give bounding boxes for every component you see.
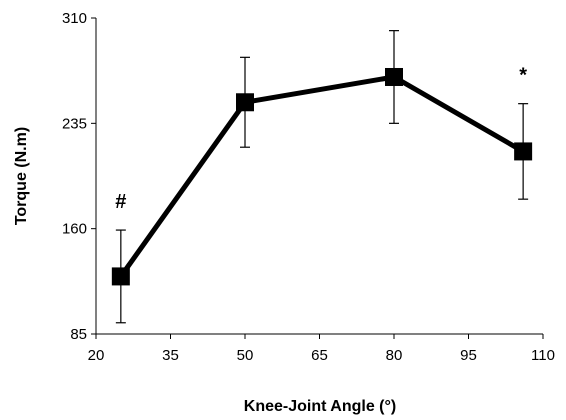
x-tick-label: 80 — [386, 347, 403, 364]
x-tick-group: 20 35 50 65 80 95 110 — [88, 334, 555, 364]
series-line — [118, 74, 525, 278]
y-tick-label: 160 — [62, 221, 87, 238]
x-tick-label: 95 — [460, 347, 477, 364]
y-tick-label: 235 — [62, 115, 87, 132]
series-group — [111, 30, 533, 324]
significance-annotation: * — [519, 65, 527, 87]
y-tick-label: 85 — [70, 326, 87, 343]
x-tick-label: 35 — [162, 347, 179, 364]
data-point-marker — [236, 93, 254, 112]
significance-annotation: # — [115, 191, 126, 213]
x-tick-label: 20 — [88, 347, 105, 364]
y-tick-label: 310 — [62, 10, 87, 27]
y-axis-title: Torque (N.m) — [13, 127, 30, 225]
x-tick-label: 65 — [311, 347, 328, 364]
annotation-group: #* — [115, 65, 527, 213]
data-point-marker — [111, 267, 130, 286]
x-tick-label: 110 — [531, 347, 555, 364]
x-tick-label: 50 — [237, 347, 254, 364]
y-tick-group: 85 160 235 310 — [62, 10, 96, 343]
data-point-marker — [385, 67, 403, 86]
x-axis-title: Knee-Joint Angle (°) — [244, 398, 396, 415]
data-point-marker — [514, 142, 533, 161]
